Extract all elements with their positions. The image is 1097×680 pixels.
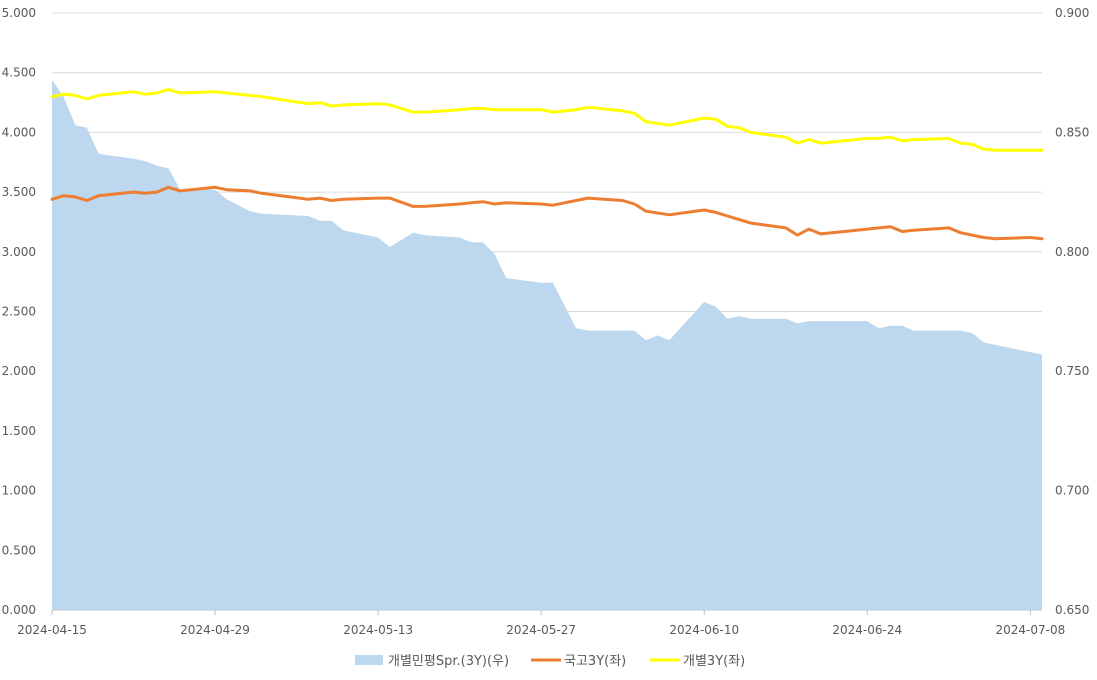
x-tick-label: 2024-06-10 <box>669 623 739 637</box>
indiv-3y-line <box>50 87 1044 152</box>
left-tick-label: 1.000 <box>2 484 36 498</box>
left-tick-label: 3.000 <box>2 245 36 259</box>
right-tick-label: 0.700 <box>1055 484 1089 498</box>
legend: 개별민평Spr.(3Y)(우) 국고3Y(좌) 개별3Y(좌) <box>355 654 745 669</box>
x-tick-label: 2024-05-27 <box>506 623 576 637</box>
legend-label: 국고3Y(좌) <box>564 654 626 669</box>
x-tick-label: 2024-04-29 <box>180 623 250 637</box>
left-tick-label: 4.500 <box>2 66 36 80</box>
left-tick-label: 0.000 <box>2 603 36 617</box>
x-tick-label: 2024-06-24 <box>832 623 902 637</box>
spread-area-layer <box>52 79 1042 610</box>
left-tick-label: 2.000 <box>2 364 36 378</box>
left-tick-label: 5.000 <box>2 6 36 20</box>
left-tick-label: 0.500 <box>2 543 36 557</box>
x-tick-label: 2024-05-13 <box>343 623 413 637</box>
legend-label: 개별3Y(좌) <box>683 654 745 669</box>
left-tick-label: 2.500 <box>2 305 36 319</box>
x-axis-ticks: 2024-04-15 2024-04-29 2024-05-13 2024-05-27… <box>17 610 1065 637</box>
left-tick-label: 1.500 <box>2 424 36 438</box>
line-series-layer <box>50 87 1044 241</box>
gov-3y-line <box>50 185 1044 241</box>
right-tick-label: 0.650 <box>1055 603 1089 617</box>
spread-area <box>52 79 1042 610</box>
legend-swatch-spread <box>355 655 383 665</box>
x-tick-label: 2024-04-15 <box>17 623 87 637</box>
left-axis-ticks: 0.000 0.500 1.000 1.500 2.000 2.500 3.000 3.500… <box>2 6 36 617</box>
x-tick-label: 2024-07-08 <box>995 623 1065 637</box>
left-tick-label: 3.500 <box>2 185 36 199</box>
right-axis-ticks: 0.650 0.700 0.750 0.800 0.850 0.900 <box>1055 6 1089 617</box>
right-tick-label: 0.850 <box>1055 125 1089 139</box>
right-tick-label: 0.900 <box>1055 6 1089 20</box>
right-tick-label: 0.750 <box>1055 364 1089 378</box>
legend-label: 개별민평Spr.(3Y)(우) <box>388 654 509 669</box>
left-tick-label: 4.000 <box>2 125 36 139</box>
right-tick-label: 0.800 <box>1055 245 1089 259</box>
